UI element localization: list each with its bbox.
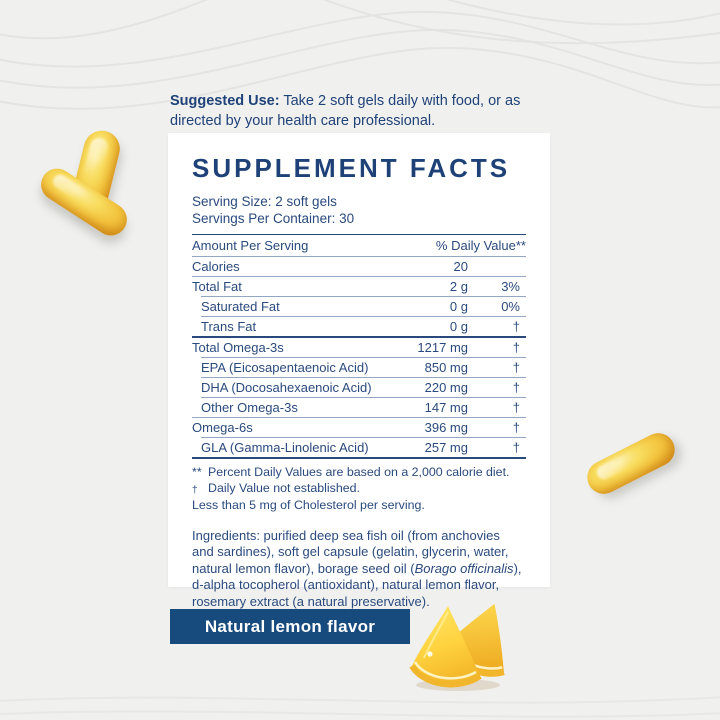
background-wave-pattern-bottom (0, 696, 720, 718)
row-daily-value: 0% (501, 299, 520, 314)
row-name: Total Omega-3s (192, 340, 284, 355)
nutrition-table: Amount Per Serving % Daily Value** Calor… (192, 234, 526, 459)
row-amount: 220 mg (424, 380, 468, 395)
table-row: GLA (Gamma-Linolenic Acid) 257 mg † (192, 438, 526, 457)
ingredients-label: Ingredients: (192, 527, 260, 543)
row-daily-value: † (512, 400, 520, 415)
table-row: Total Fat 2 g 3% (192, 277, 526, 296)
row-amount: 0 g (449, 299, 468, 314)
row-daily-value: † (512, 319, 520, 334)
table-rule (192, 234, 526, 235)
row-name: Calories (192, 259, 240, 274)
serving-size: Serving Size: 2 soft gels (192, 194, 337, 209)
table-rule (201, 357, 526, 358)
table-header-amount: Amount Per Serving (192, 238, 309, 253)
row-name: Omega-6s (192, 420, 253, 435)
row-daily-value: † (512, 340, 520, 355)
footnote-text: Percent Daily Values are based on a 2,00… (208, 465, 510, 479)
table-rule (192, 256, 526, 257)
table-row: Omega-6s 396 mg † (192, 418, 526, 437)
table-rule (192, 276, 526, 277)
table-rule (192, 417, 526, 418)
footnote-marker: ** (192, 465, 202, 479)
ingredients-part1: purified deep sea fish oil (from anchovi… (192, 527, 509, 576)
row-amount: 1217 mg (417, 340, 468, 355)
table-row: Trans Fat 0 g † (192, 317, 526, 336)
table-rule (201, 397, 526, 398)
table-row: Saturated Fat 0 g 0% (192, 297, 526, 316)
flavor-banner-label: Natural lemon flavor (204, 616, 376, 636)
supplement-facts-panel: SUPPLEMENT FACTS Serving Size: 2 soft ge… (168, 133, 550, 609)
row-amount: 2 g (449, 279, 468, 294)
table-header-daily-value: % Daily Value** (435, 238, 526, 253)
row-amount: 20 (453, 259, 468, 274)
table-rule (201, 316, 526, 317)
table-row: Calories 20 (192, 257, 526, 276)
table-rule-thick (192, 336, 526, 338)
flavor-banner: Natural lemon flavor (170, 609, 410, 644)
softgel-highlight (594, 445, 648, 482)
panel-title: SUPPLEMENT FACTS (192, 153, 511, 183)
table-header-row: Amount Per Serving % Daily Value** (192, 235, 526, 256)
table-rule (201, 377, 526, 378)
lemon-wedge-front (409, 606, 482, 688)
row-name: Trans Fat (201, 319, 257, 334)
suggested-use-text: Suggested Use: Take 2 soft gels daily wi… (170, 91, 548, 131)
lemon-shadow (416, 679, 500, 691)
row-name: EPA (Eicosapentaenoic Acid) (201, 360, 369, 375)
suggested-use-label: Suggested Use: (170, 92, 280, 109)
servings-per-container: Servings Per Container: 30 (192, 210, 355, 226)
table-row: EPA (Eicosapentaenoic Acid) 850 mg † (192, 358, 526, 377)
row-daily-value: 3% (501, 279, 520, 294)
table-row: DHA (Docosahexaenoic Acid) 220 mg † (192, 378, 526, 397)
ingredients-part2: ), d-alpha tocopherol (antioxidant), nat… (192, 560, 522, 609)
row-name: Total Fat (192, 279, 242, 294)
row-daily-value: † (512, 380, 520, 395)
softgel-capsule (581, 427, 681, 500)
table-rule (201, 437, 526, 438)
footnotes: ** Percent Daily Values are based on a 2… (192, 465, 526, 514)
footnote-marker: † (192, 484, 198, 496)
table-rule (201, 296, 526, 297)
row-daily-value: † (512, 420, 520, 435)
footnote-daily-values: ** Percent Daily Values are based on a 2… (192, 465, 526, 481)
softgel-highlight (81, 136, 111, 186)
table-row: Other Omega-3s 147 mg † (192, 398, 526, 417)
ingredients-latin-name: Borago officinalis (414, 560, 514, 576)
ingredients-text: Ingredients: purified deep sea fish oil … (192, 528, 522, 611)
row-daily-value: † (512, 360, 520, 375)
row-amount: 147 mg (424, 400, 468, 415)
row-amount: 257 mg (424, 440, 468, 455)
row-name: Other Omega-3s (201, 400, 298, 415)
row-name: GLA (Gamma-Linolenic Acid) (201, 440, 369, 455)
footnote-cholesterol: Less than 5 mg of Cholesterol per servin… (192, 498, 425, 512)
row-name: DHA (Docosahexaenoic Acid) (201, 380, 372, 395)
table-row: Total Omega-3s 1217 mg † (192, 338, 526, 357)
table-rule-thick (192, 457, 526, 459)
row-daily-value: † (512, 440, 520, 455)
row-amount: 850 mg (424, 360, 468, 375)
footnote-text: Daily Value not established. (208, 480, 360, 495)
suggested-use-body: Take 2 soft gels daily with food, or as … (170, 92, 521, 129)
row-name: Saturated Fat (201, 299, 280, 314)
row-amount: 396 mg (424, 420, 468, 435)
footnote-daily-value-not-established: † Daily Value not established. (192, 481, 526, 499)
row-amount: 0 g (449, 319, 468, 334)
